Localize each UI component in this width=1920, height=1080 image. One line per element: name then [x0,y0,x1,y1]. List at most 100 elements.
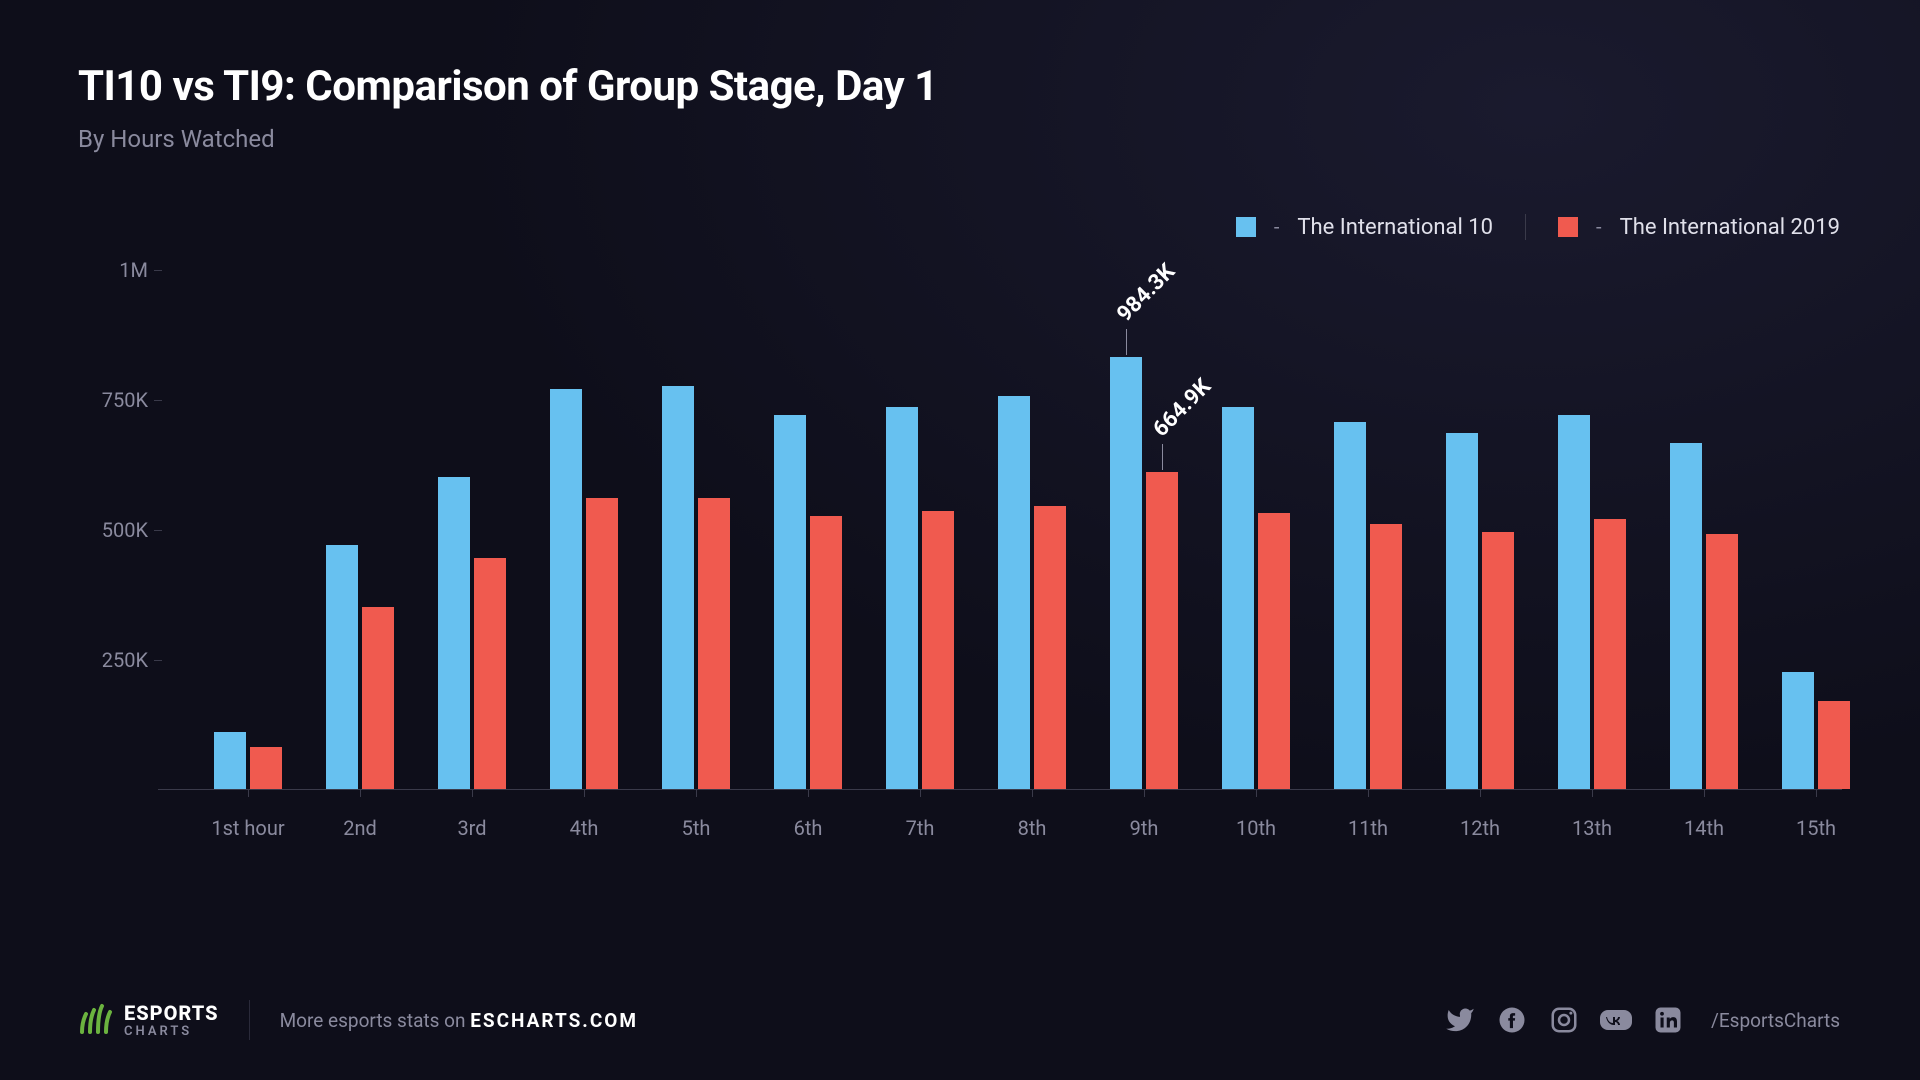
x-axis-tick [248,789,249,797]
bar-ti2019 [698,498,730,789]
y-axis-label: 250K [78,648,148,672]
bar-ti2019 [250,747,282,789]
chart-title: TI10 vs TI9: Comparison of Group Stage, … [78,62,938,111]
bar-ti10 [1110,357,1142,789]
plot-area: 984.3K664.9K [158,270,1842,790]
logo-text-line1: ESPORTS [124,1003,219,1023]
bars-container: 984.3K664.9K [158,270,1842,789]
x-axis-label: 13th [1572,816,1612,840]
x-axis-tick [1816,789,1817,797]
x-axis-tick [920,789,921,797]
bar-ti10 [1782,672,1814,789]
logo-mark-icon [78,1002,114,1038]
bar-ti10 [214,732,246,789]
bar-ti10 [1222,407,1254,789]
legend-item-ti2019: - The International 2019 [1558,215,1840,240]
legend-swatch-ti2019 [1558,217,1578,237]
bar-ti10 [1670,443,1702,789]
twitter-icon[interactable] [1443,1003,1477,1037]
logo-text-line2: CHARTS [124,1025,219,1038]
footer-left: ESPORTS CHARTS More esports stats on ESC… [78,1000,638,1040]
legend-label-ti2019: The International 2019 [1620,215,1840,240]
bar-ti2019 [1370,524,1402,789]
bar-ti10 [998,396,1030,789]
social-handle: /EsportsCharts [1711,1009,1840,1032]
more-stats-prefix: More esports stats on [280,1009,471,1032]
bar-ti10 [550,389,582,789]
x-axis-label: 11th [1348,816,1388,840]
bar-ti2019 [1034,506,1066,789]
x-axis-label: 6th [794,816,823,840]
legend: - The International 10 - The Internation… [1236,214,1840,240]
x-axis-tick [1592,789,1593,797]
x-axis-tick [1480,789,1481,797]
y-axis-label: 1M [78,258,148,282]
x-axis-label: 3rd [457,816,486,840]
x-axis-label: 2nd [343,816,377,840]
linkedin-icon[interactable] [1651,1003,1685,1037]
bar-ti10 [1446,433,1478,789]
bar-ti2019 [1818,701,1850,789]
x-axis-label: 4th [570,816,599,840]
x-axis-label: 10th [1236,816,1276,840]
y-axis-tick [154,400,162,401]
x-axis-label: 9th [1130,816,1159,840]
bar-ti2019 [586,498,618,789]
bar-ti10 [774,415,806,789]
legend-swatch-ti10 [1236,217,1256,237]
bar-ti10 [886,407,918,789]
instagram-icon[interactable] [1547,1003,1581,1037]
y-axis-tick [154,660,162,661]
x-axis-tick [1704,789,1705,797]
chart-header: TI10 vs TI9: Comparison of Group Stage, … [78,62,938,153]
chart-subtitle: By Hours Watched [78,125,938,153]
bar-ti10 [1334,422,1366,789]
bar-ti10 [662,386,694,789]
chart-area: 984.3K664.9K 250K500K750K1M1st hour2nd3r… [78,260,1842,850]
bar-ti2019 [1482,532,1514,789]
x-axis-tick [472,789,473,797]
logo-text: ESPORTS CHARTS [124,1003,219,1038]
annotation-connector [1126,329,1127,355]
bar-ti2019 [810,516,842,789]
x-axis-label: 5th [682,816,711,840]
x-axis-label: 12th [1460,816,1500,840]
facebook-icon[interactable] [1495,1003,1529,1037]
x-axis-tick [696,789,697,797]
bar-ti2019 [1594,519,1626,789]
footer-divider [249,1000,250,1040]
bar-ti10 [1558,415,1590,789]
annotation-connector [1162,444,1163,470]
x-axis-tick [1144,789,1145,797]
bar-ti2019 [474,558,506,789]
y-axis-label: 750K [78,388,148,412]
x-axis-tick [360,789,361,797]
x-axis-tick [584,789,585,797]
y-axis-tick [154,530,162,531]
more-stats-text: More esports stats on ESCHARTS.COM [280,1009,638,1032]
legend-divider [1525,214,1526,240]
bar-ti2019 [1258,513,1290,789]
bar-ti10 [326,545,358,789]
more-stats-domain: ESCHARTS.COM [470,1009,638,1032]
y-axis-tick [154,270,162,271]
bar-ti2019 [1146,472,1178,789]
x-axis-label: 14th [1684,816,1724,840]
annotation-label: 984.3K [1112,260,1180,328]
legend-item-ti10: - The International 10 [1236,215,1493,240]
vk-icon[interactable] [1599,1003,1633,1037]
bar-ti2019 [922,511,954,789]
bar-ti2019 [362,607,394,789]
x-axis-tick [808,789,809,797]
legend-label-ti10: The International 10 [1297,215,1493,240]
x-axis-label: 1st hour [211,816,284,840]
x-axis-tick [1256,789,1257,797]
footer-right: /EsportsCharts [1443,1003,1840,1037]
footer: ESPORTS CHARTS More esports stats on ESC… [78,1000,1840,1040]
esports-charts-logo: ESPORTS CHARTS [78,1002,219,1038]
x-axis-label: 8th [1018,816,1047,840]
x-axis-tick [1032,789,1033,797]
legend-sep: - [1274,215,1280,239]
x-axis-tick [1368,789,1369,797]
annotation-label: 664.9K [1148,374,1216,442]
